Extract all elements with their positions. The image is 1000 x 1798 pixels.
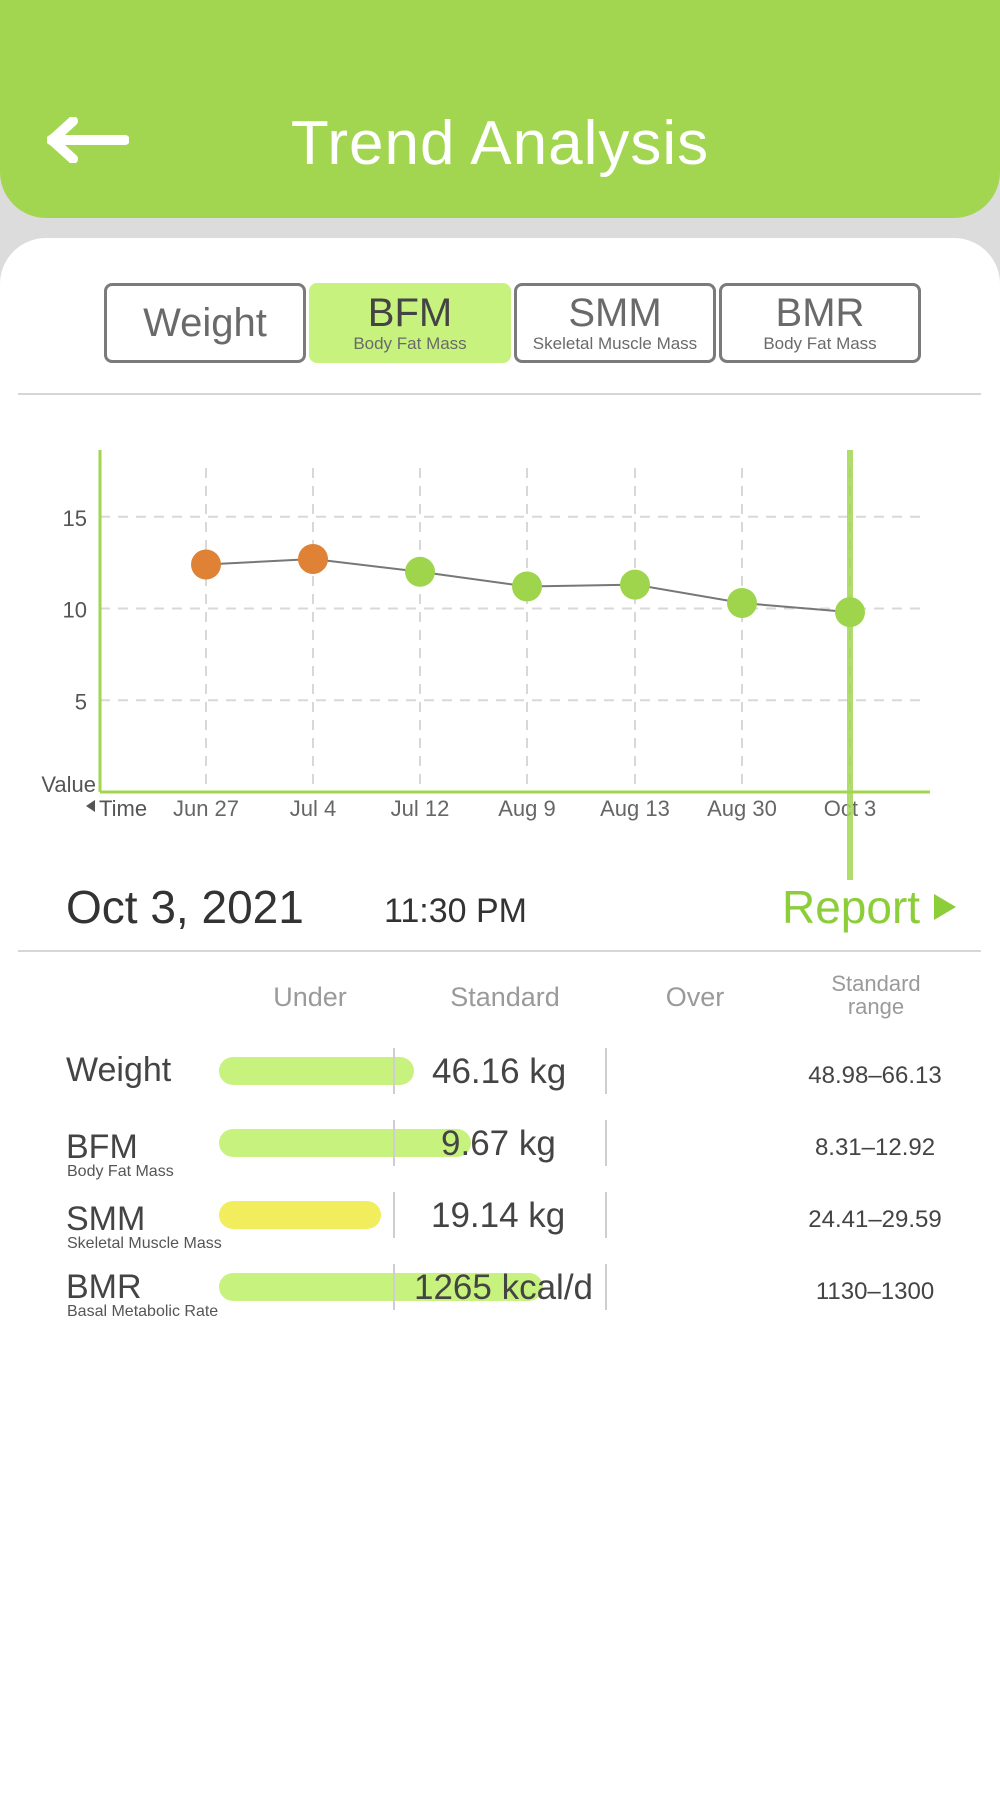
x-tick-label: Aug 9: [498, 796, 556, 821]
selected-date: Oct 3, 2021: [66, 881, 304, 933]
tab-sublabel: Body Fat Mass: [353, 334, 467, 353]
separator: [605, 1120, 607, 1166]
tab-label: Weight: [143, 301, 267, 345]
separator: [393, 1120, 395, 1166]
metric-range: 48.98–66.13: [808, 1062, 942, 1089]
divider: [18, 393, 981, 395]
metric-range: 8.31–12.92: [814, 1134, 936, 1161]
time-arrow-icon: [86, 800, 95, 812]
report-button[interactable]: Report: [782, 880, 957, 934]
y-tick-label: 15: [63, 506, 87, 531]
back-button[interactable]: [40, 110, 135, 170]
metric-value: 19.14 kg: [431, 1196, 566, 1235]
column-under: Under: [273, 982, 347, 1012]
data-point: [727, 587, 757, 618]
selection-row: Oct 3, 2021 11:30 PM Report: [0, 880, 1000, 940]
y-tick-label: 5: [75, 689, 87, 714]
selected-time: 11:30 PM: [384, 892, 528, 930]
report-label: Report: [782, 881, 921, 933]
tab-bfm[interactable]: BFM Body Fat Mass: [309, 283, 511, 363]
tab-sublabel: Skeletal Muscle Mass: [532, 334, 698, 353]
x-axis-label: Time: [99, 796, 147, 821]
metric-bar: [219, 1129, 471, 1157]
metric-name: SMM: [66, 1200, 146, 1238]
x-tick-label: Jul 4: [290, 796, 336, 821]
x-tick-label: Jun 27: [173, 796, 239, 821]
metric-subname: Body Fat Mass: [67, 1163, 174, 1180]
metric-value: 9.67 kg: [441, 1124, 556, 1163]
metric-subname: Basal Metabolic Rate: [67, 1303, 219, 1320]
y-tick-label: 10: [63, 598, 87, 623]
metric-bar: [219, 1201, 381, 1229]
content-card: [0, 238, 1000, 1798]
metric-bar: [219, 1057, 414, 1085]
metric-value: 46.16 kg: [432, 1052, 567, 1091]
data-point: [191, 549, 221, 580]
data-point: [405, 556, 435, 587]
tab-smm[interactable]: SMM Skeletal Muscle Mass: [514, 283, 716, 363]
separator: [393, 1048, 395, 1094]
metric-name: Weight: [66, 1051, 172, 1089]
tab-label: BFM: [367, 291, 453, 335]
separator: [393, 1192, 395, 1238]
metric-row-weight: Weight 46.16 kg 48.98–66.13: [0, 1048, 1000, 1108]
data-point: [620, 569, 650, 600]
tab-sublabel: Body Fat Mass: [763, 334, 877, 353]
metric-range: 1130–1300: [815, 1278, 935, 1305]
play-arrow-icon: [934, 894, 957, 920]
metric-name: BMR: [66, 1268, 142, 1306]
separator: [393, 1264, 395, 1310]
separator: [605, 1264, 607, 1310]
y-axis-label: Value: [41, 772, 96, 797]
metric-bar: [219, 1273, 543, 1301]
tab-bmr[interactable]: BMR Body Fat Mass: [719, 283, 921, 363]
header-bar: Trend Analysis: [0, 0, 1000, 218]
data-point: [835, 597, 865, 628]
metric-row-bfm: BFM Body Fat Mass 9.67 kg 8.31–12.92: [0, 1120, 1000, 1180]
separator: [605, 1048, 607, 1094]
metric-row-bmr: BMR Basal Metabolic Rate 1265 kcal/d 113…: [0, 1264, 1000, 1324]
tab-label: BMR: [775, 291, 865, 335]
x-tick-label: Aug 13: [600, 796, 670, 821]
metric-tabs: Weight BFM Body Fat Mass SMM Skeletal Mu…: [104, 283, 921, 363]
metric-subname: Skeletal Muscle Mass: [67, 1235, 222, 1252]
x-tick-label: Jul 12: [391, 796, 450, 821]
data-point: [512, 571, 542, 602]
tab-label: SMM: [568, 291, 662, 335]
page-title: Trend Analysis: [290, 109, 710, 178]
x-tick-label: Aug 30: [707, 796, 777, 821]
data-point: [298, 543, 328, 574]
selection-indicator: [847, 450, 853, 880]
metric-row-smm: SMM Skeletal Muscle Mass 19.14 kg 24.41–…: [0, 1192, 1000, 1252]
metric-value: 1265 kcal/d: [414, 1268, 594, 1307]
tab-weight[interactable]: Weight: [104, 283, 306, 363]
arrow-left-icon: [46, 117, 129, 163]
metric-name: BFM: [66, 1128, 138, 1166]
column-standard-range: Standard range: [831, 971, 921, 1019]
metric-range: 24.41–29.59: [808, 1206, 942, 1233]
column-over: Over: [665, 982, 725, 1012]
separator: [605, 1192, 607, 1238]
divider: [18, 950, 981, 952]
column-standard: Standard: [450, 982, 560, 1012]
